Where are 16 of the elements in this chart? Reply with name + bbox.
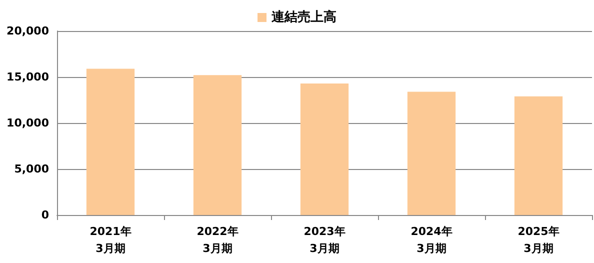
bar <box>193 75 242 215</box>
y-tick-label: 15,000 <box>6 70 50 84</box>
x-tick-label: 2025年 3月期 <box>518 225 560 255</box>
y-tick-label: 20,000 <box>6 24 50 38</box>
legend-label: 連結売上高 <box>270 9 336 25</box>
x-tick-label: 2024年 3月期 <box>410 225 452 255</box>
bar <box>514 96 563 215</box>
y-tick-label: 0 <box>41 208 50 222</box>
bar <box>300 83 349 215</box>
y-tick-label: 10,000 <box>6 116 50 130</box>
x-tick-label: 2022年 3月期 <box>196 225 238 255</box>
x-tick-label: 2023年 3月期 <box>304 225 346 255</box>
x-tick-label: 2021年 3月期 <box>90 225 132 255</box>
bar <box>407 92 456 215</box>
bar <box>86 68 135 215</box>
y-tick-label: 5,000 <box>14 162 50 176</box>
